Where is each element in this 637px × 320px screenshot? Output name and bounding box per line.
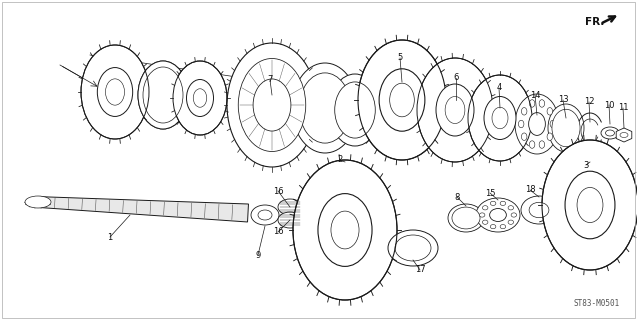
Ellipse shape [552,109,580,147]
Ellipse shape [395,235,431,261]
Text: 9: 9 [255,251,261,260]
Ellipse shape [278,199,302,215]
Ellipse shape [452,207,480,229]
Text: 12: 12 [583,98,594,107]
Text: 5: 5 [397,53,403,62]
Ellipse shape [448,204,484,232]
Text: 7: 7 [268,76,273,84]
Text: 17: 17 [415,266,426,275]
Ellipse shape [515,94,559,154]
Polygon shape [616,128,632,142]
Ellipse shape [482,220,488,224]
Ellipse shape [293,160,397,300]
Ellipse shape [318,194,372,266]
Ellipse shape [539,141,545,148]
Ellipse shape [508,220,513,224]
Ellipse shape [529,113,545,135]
Ellipse shape [251,205,279,225]
Ellipse shape [547,133,552,140]
Ellipse shape [548,104,584,152]
Text: ST83-M0501: ST83-M0501 [574,299,620,308]
Text: 6: 6 [454,74,459,83]
Text: 16: 16 [273,187,283,196]
Ellipse shape [620,132,628,138]
Ellipse shape [379,69,425,131]
Ellipse shape [388,230,438,266]
Ellipse shape [577,188,603,222]
Text: 16: 16 [273,228,283,236]
Ellipse shape [106,79,124,105]
Ellipse shape [329,74,381,146]
Ellipse shape [445,96,465,124]
Text: 2: 2 [338,156,343,164]
Ellipse shape [508,206,513,210]
Ellipse shape [143,67,183,123]
Ellipse shape [521,196,557,224]
Ellipse shape [547,108,552,115]
Ellipse shape [565,171,615,239]
Ellipse shape [511,213,517,217]
Text: 8: 8 [454,193,460,202]
Text: 15: 15 [485,188,495,197]
Ellipse shape [529,100,535,107]
Ellipse shape [492,107,508,129]
Ellipse shape [482,206,488,210]
Ellipse shape [550,120,555,128]
Ellipse shape [522,133,527,140]
Ellipse shape [490,225,496,229]
Ellipse shape [331,211,359,249]
Text: FR.: FR. [585,17,605,27]
Ellipse shape [138,61,188,129]
Ellipse shape [417,58,493,162]
Text: 4: 4 [496,84,501,92]
Ellipse shape [490,209,506,221]
Ellipse shape [500,225,506,229]
Ellipse shape [476,198,520,232]
Ellipse shape [601,127,619,139]
Ellipse shape [187,79,213,116]
Ellipse shape [278,212,302,228]
Ellipse shape [542,140,637,270]
Ellipse shape [334,82,375,138]
Ellipse shape [81,45,149,139]
Ellipse shape [539,100,545,107]
Ellipse shape [25,196,51,208]
Text: 11: 11 [618,103,628,113]
Ellipse shape [490,201,496,205]
Text: 10: 10 [604,100,614,109]
Ellipse shape [292,63,358,153]
Ellipse shape [436,84,474,136]
Polygon shape [38,196,248,222]
Ellipse shape [138,61,188,129]
Ellipse shape [358,40,446,160]
Ellipse shape [299,73,351,143]
Ellipse shape [238,59,306,151]
Ellipse shape [253,79,291,131]
Text: 18: 18 [525,186,535,195]
Ellipse shape [173,61,227,135]
Text: 14: 14 [530,91,540,100]
Text: 13: 13 [557,95,568,105]
Text: 3: 3 [583,161,589,170]
Text: 1: 1 [108,233,113,242]
Ellipse shape [529,202,549,218]
Ellipse shape [193,89,207,107]
Ellipse shape [97,68,132,116]
Ellipse shape [390,83,414,117]
Ellipse shape [529,141,535,148]
Ellipse shape [484,97,516,140]
Ellipse shape [480,213,485,217]
Ellipse shape [468,75,532,161]
Ellipse shape [500,201,506,205]
Ellipse shape [522,108,527,115]
Ellipse shape [606,130,615,136]
Ellipse shape [258,210,272,220]
Ellipse shape [519,120,524,128]
Ellipse shape [227,43,317,167]
